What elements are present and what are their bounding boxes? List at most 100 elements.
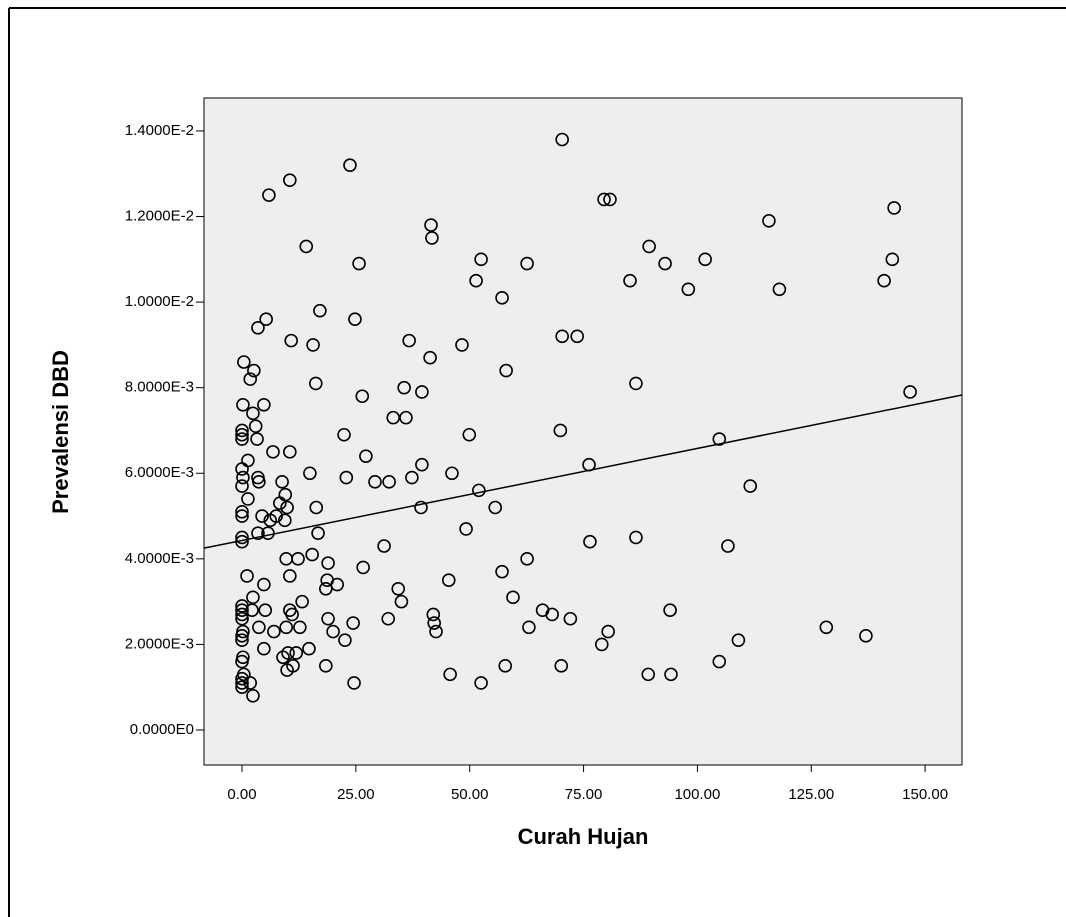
point	[355, 389, 370, 404]
point	[267, 624, 281, 639]
y-tick-label: 8.0000E-3	[125, 379, 194, 396]
point	[339, 470, 354, 485]
point	[415, 457, 429, 472]
point	[743, 479, 758, 493]
point	[347, 676, 361, 690]
point	[554, 659, 569, 673]
x-axis-title: Curah Hujan	[518, 824, 649, 849]
point	[377, 539, 391, 553]
point	[235, 427, 249, 442]
point	[291, 552, 305, 566]
x-tick-label: 75.00	[565, 786, 603, 803]
point	[252, 620, 266, 635]
point	[762, 214, 776, 228]
point	[299, 239, 314, 254]
point	[555, 132, 569, 147]
point	[462, 427, 477, 442]
point	[721, 539, 735, 553]
point	[819, 620, 834, 635]
point	[248, 419, 263, 433]
point	[455, 338, 469, 352]
point	[426, 607, 441, 622]
y-tick-label: 6.0000E-3	[125, 464, 194, 481]
point	[251, 526, 265, 540]
point	[658, 256, 672, 271]
point	[474, 676, 488, 690]
point	[243, 676, 258, 690]
point	[245, 603, 259, 617]
point	[641, 667, 656, 682]
point	[346, 616, 360, 630]
point	[295, 594, 309, 609]
point	[293, 620, 307, 635]
point	[601, 624, 615, 639]
point	[263, 513, 278, 528]
point	[246, 406, 260, 421]
point	[499, 363, 513, 378]
point	[250, 432, 264, 446]
point	[414, 500, 428, 515]
point	[278, 513, 292, 528]
point	[309, 500, 324, 515]
point	[266, 445, 280, 459]
point	[302, 641, 316, 656]
point	[664, 667, 678, 682]
point	[772, 282, 787, 297]
point	[397, 380, 411, 395]
point	[247, 363, 261, 378]
point	[663, 603, 677, 617]
point	[563, 611, 578, 626]
point	[235, 671, 249, 686]
point	[382, 475, 396, 489]
y-tick-label: 2.0000E-3	[125, 635, 194, 652]
point	[520, 256, 534, 271]
point	[280, 663, 294, 677]
point	[522, 620, 536, 635]
point	[352, 256, 366, 271]
point	[235, 654, 249, 669]
point	[326, 624, 340, 639]
point	[235, 611, 249, 626]
point	[243, 372, 258, 386]
point	[712, 654, 727, 669]
point	[235, 462, 249, 476]
point	[284, 333, 299, 348]
point	[441, 573, 456, 588]
point	[257, 397, 271, 412]
point	[681, 282, 696, 297]
point	[495, 291, 509, 305]
point	[308, 376, 323, 391]
point	[235, 676, 249, 690]
point	[235, 629, 249, 643]
point	[311, 526, 325, 540]
point	[337, 427, 351, 442]
point	[283, 569, 297, 583]
point	[553, 423, 568, 438]
y-tick-label: 4.0000E-3	[125, 550, 194, 567]
point	[338, 633, 352, 647]
plot-area	[203, 97, 963, 766]
point	[459, 522, 473, 536]
point	[570, 329, 584, 344]
point	[313, 303, 327, 318]
point	[273, 496, 287, 511]
point	[583, 534, 597, 549]
point	[235, 504, 249, 519]
point	[399, 410, 413, 425]
point	[885, 252, 900, 267]
point	[356, 560, 370, 575]
point	[415, 385, 429, 399]
point	[495, 564, 509, 579]
point	[285, 607, 299, 622]
point	[255, 509, 269, 523]
point	[321, 611, 335, 626]
point	[423, 350, 437, 365]
point	[445, 466, 459, 481]
point	[425, 231, 439, 245]
point	[235, 509, 249, 523]
y-tick-label: 1.2000E-2	[125, 207, 194, 224]
point	[555, 329, 569, 344]
point	[642, 239, 656, 254]
point	[520, 552, 534, 566]
